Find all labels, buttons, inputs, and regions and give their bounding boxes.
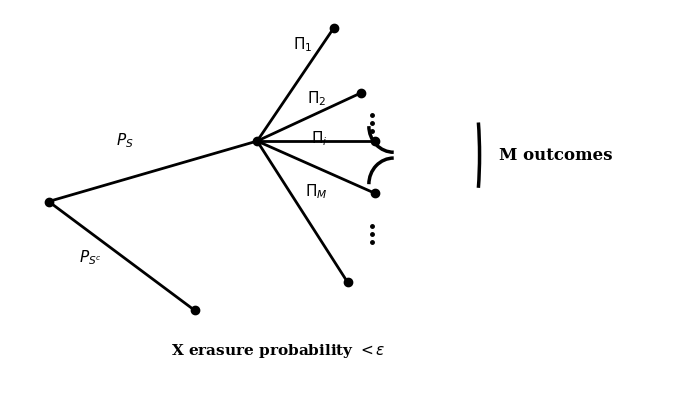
Text: M outcomes: M outcomes (499, 147, 613, 164)
Text: $\Pi_1$: $\Pi_1$ (293, 35, 312, 54)
Text: X erasure probability $< \varepsilon$: X erasure probability $< \varepsilon$ (171, 342, 385, 359)
Text: $\Pi_i$: $\Pi_i$ (311, 130, 328, 148)
Text: $\Pi_2$: $\Pi_2$ (306, 89, 326, 108)
Text: $P_S$: $P_S$ (116, 132, 134, 150)
Text: $\Pi_M$: $\Pi_M$ (305, 182, 327, 201)
Text: $P_{S^c}$: $P_{S^c}$ (79, 249, 101, 267)
